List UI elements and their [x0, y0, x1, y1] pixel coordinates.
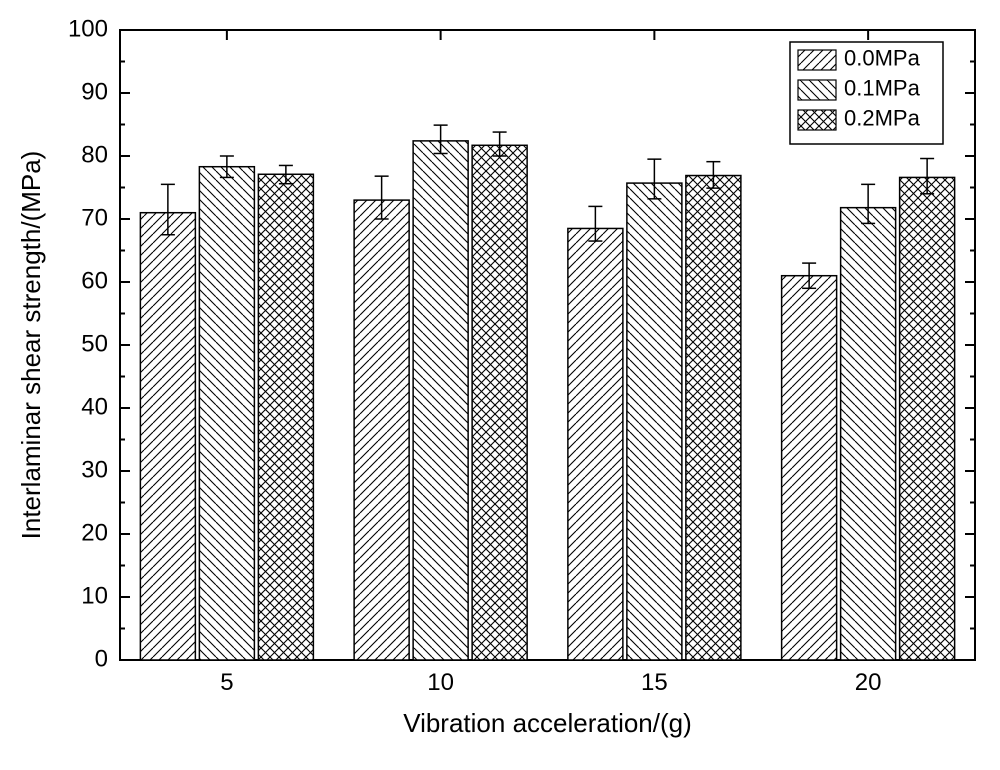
- y-tick-label: 50: [81, 330, 108, 357]
- x-tick-label: 10: [427, 669, 454, 696]
- bar: [627, 183, 682, 660]
- legend-label: 0.0MPa: [844, 46, 921, 71]
- bar: [199, 167, 254, 660]
- y-tick-label: 10: [81, 582, 108, 609]
- chart-container: 0 10 20 30 40 50 60 70 80 90 100 5 10 15 20 Interlamina…: [0, 0, 1000, 770]
- y-tick-label: 30: [81, 456, 108, 483]
- y-tick-label: 100: [68, 15, 108, 42]
- x-tick-label: 20: [855, 669, 882, 696]
- y-tick-label: 90: [81, 78, 108, 105]
- bar: [841, 208, 896, 660]
- bar: [568, 228, 623, 660]
- legend-label: 0.2MPa: [844, 106, 921, 131]
- legend-swatch: [798, 110, 836, 130]
- legend-swatch: [798, 80, 836, 100]
- y-tick-label: 20: [81, 519, 108, 546]
- y-tick-label: 60: [81, 267, 108, 294]
- bar: [900, 177, 955, 660]
- y-axis-label: Interlaminar shear strength/(MPa): [16, 151, 46, 540]
- bar: [140, 213, 195, 660]
- bar: [782, 276, 837, 660]
- legend-label: 0.1MPa: [844, 76, 921, 101]
- y-tick-label: 80: [81, 141, 108, 168]
- y-tick-label: 40: [81, 393, 108, 420]
- bar-chart: 0 10 20 30 40 50 60 70 80 90 100 5 10 15 20 Interlamina…: [0, 0, 1000, 770]
- x-axis-label: Vibration acceleration/(g): [403, 708, 692, 738]
- bar: [472, 145, 527, 660]
- bar: [413, 141, 468, 660]
- bar: [686, 176, 741, 660]
- x-tick-label: 5: [220, 669, 233, 696]
- bar: [354, 200, 409, 660]
- bar: [258, 174, 313, 660]
- y-tick-label: 70: [81, 204, 108, 231]
- y-tick-label: 0: [95, 645, 108, 672]
- legend-swatch: [798, 50, 836, 70]
- x-tick-label: 15: [641, 669, 668, 696]
